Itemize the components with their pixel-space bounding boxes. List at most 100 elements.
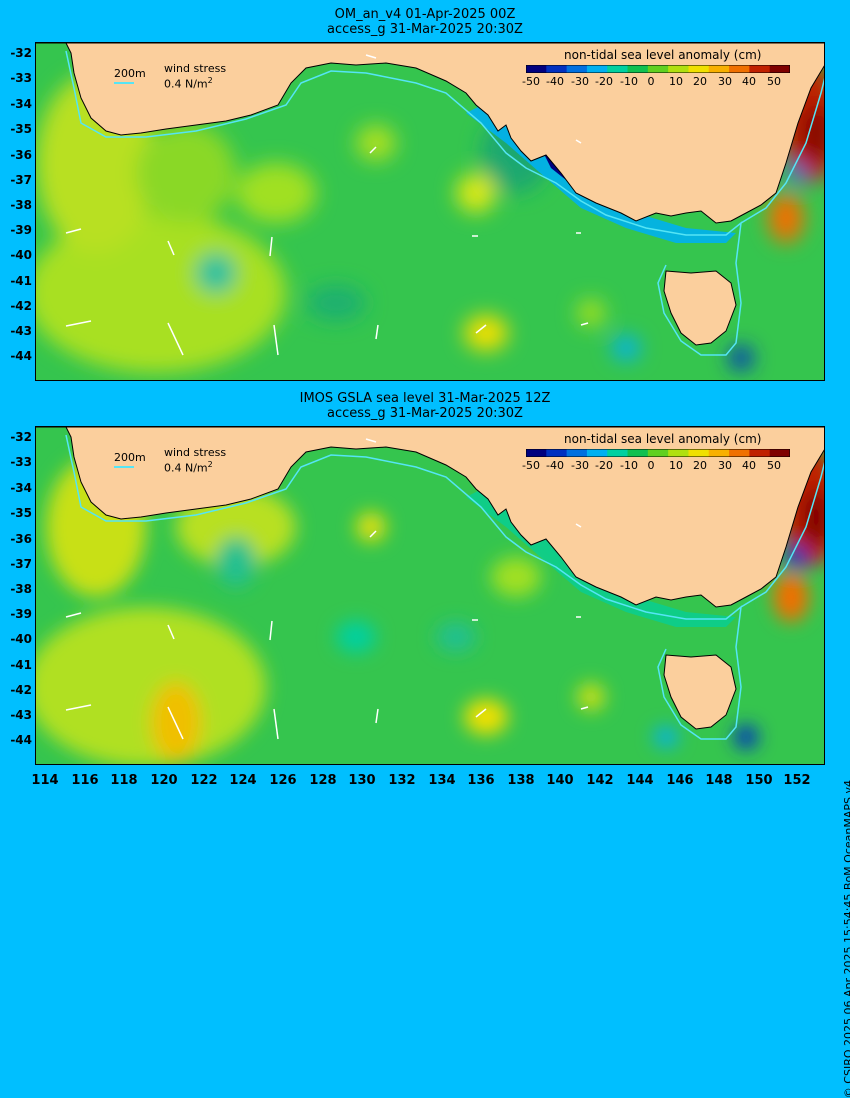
colorbar-1	[526, 65, 790, 73]
cbar-tick: -50	[522, 75, 540, 88]
cbar-tick: 0	[647, 459, 655, 472]
colorbar-cell	[708, 449, 730, 457]
lon-label: 116	[71, 773, 99, 788]
lon-label: 128	[309, 773, 337, 788]
lat-label: -35	[10, 122, 32, 136]
lat-label: -41	[10, 658, 32, 672]
cbar-tick: 10	[669, 75, 683, 88]
colorbar-cell	[526, 449, 547, 457]
colorbar-cell	[566, 65, 588, 73]
wind-label: wind stress	[164, 62, 227, 75]
lat-label: -34	[10, 97, 32, 111]
colorbar-cell	[688, 449, 710, 457]
cbar-tick: 50	[767, 75, 781, 88]
lon-label: 144	[626, 773, 654, 788]
lat-label: -40	[10, 248, 32, 262]
cbar-tick: 20	[693, 75, 707, 88]
wind-scale: 0.4 N/m	[164, 77, 208, 91]
colorbar-cell	[526, 65, 547, 73]
colorbar-cell	[586, 449, 608, 457]
lon-label: 126	[269, 773, 297, 788]
anomaly-field	[36, 447, 824, 764]
lat-label: -39	[10, 223, 32, 237]
cbar-tick: -10	[620, 459, 638, 472]
lat-label: -39	[10, 607, 32, 621]
australia-mainland	[36, 427, 824, 608]
panel-2-title-line1: IMOS GSLA sea level 31-Mar-2025 12Z	[299, 391, 551, 406]
lon-label: 122	[190, 773, 218, 788]
isobath-200m	[65, 434, 824, 740]
australia-mainland	[36, 43, 824, 224]
colorbar-cell	[647, 65, 669, 73]
cbar-tick: 40	[742, 459, 756, 472]
wind-scale: 0.4 N/m	[164, 461, 208, 475]
cbar-tick: -20	[595, 75, 613, 88]
lat-label: -33	[10, 71, 32, 85]
wind-arrows	[65, 438, 589, 740]
lat-label: -34	[10, 481, 32, 495]
cbar-tick: -20	[595, 459, 613, 472]
lon-label: 152	[783, 773, 811, 788]
colorbar-cell	[729, 65, 750, 73]
cbar-tick: -40	[546, 459, 564, 472]
lat-label: -40	[10, 632, 32, 646]
colorbar-cell	[769, 65, 790, 73]
wind-label: wind stress	[164, 446, 227, 459]
colorbar-cell	[586, 65, 608, 73]
lon-label: 142	[586, 773, 614, 788]
lon-label: 134	[428, 773, 456, 788]
cbar-tick: -40	[546, 75, 564, 88]
isobath-label: 200m	[114, 451, 146, 464]
isobath-legend-1: 200m	[114, 68, 146, 84]
panel-1-title-line1: OM_an_v4 01-Apr-2025 00Z	[334, 7, 516, 22]
colorbar-cell	[749, 65, 771, 73]
lon-label: 124	[229, 773, 257, 788]
colorbar-title-2: non-tidal sea level anomaly (cm)	[564, 432, 762, 446]
colorbar-cell	[708, 65, 730, 73]
colorbar-2	[526, 449, 790, 457]
sea-level-map-1	[36, 43, 824, 380]
lat-label: -35	[10, 506, 32, 520]
lon-label: 140	[546, 773, 574, 788]
cbar-tick: -10	[620, 75, 638, 88]
lat-label: -32	[10, 430, 32, 444]
cbar-tick: 10	[669, 459, 683, 472]
panel-2-title-line2: access_g 31-Mar-2025 20:30Z	[327, 406, 523, 421]
cbar-tick: -50	[522, 459, 540, 472]
lat-label: -44	[10, 349, 32, 363]
lon-label: 146	[666, 773, 694, 788]
lat-label: -43	[10, 324, 32, 338]
cbar-tick: 20	[693, 459, 707, 472]
colorbar-cell	[607, 449, 629, 457]
cbar-tick: 0	[647, 75, 655, 88]
lat-label: -42	[10, 299, 32, 313]
tasmania	[663, 270, 737, 346]
cbar-tick: 40	[742, 75, 756, 88]
lat-label: -37	[10, 173, 32, 187]
isobath-200m	[65, 50, 824, 356]
lon-label: 138	[507, 773, 535, 788]
lon-label: 130	[348, 773, 376, 788]
colorbar-cell	[546, 65, 568, 73]
lat-label: -37	[10, 557, 32, 571]
colorbar-cell	[627, 449, 649, 457]
colorbar-cell	[566, 449, 588, 457]
colorbar-cell	[688, 65, 710, 73]
lat-label: -41	[10, 274, 32, 288]
lat-label: -38	[10, 198, 32, 212]
wind-legend-1: wind stress 0.4 N/m2	[164, 63, 226, 91]
lon-label: 114	[31, 773, 59, 788]
colorbar-title-1: non-tidal sea level anomaly (cm)	[564, 48, 762, 62]
colorbar-cell	[668, 65, 689, 73]
lat-label: -36	[10, 148, 32, 162]
isobath-label: 200m	[114, 67, 146, 80]
lat-label: -33	[10, 455, 32, 469]
colorbar-ticks-1: -50 -40 -30 -20 -10 0 10 20 30 40 50	[522, 75, 790, 89]
wind-scale-exp: 2	[207, 76, 213, 85]
cbar-tick: 30	[718, 459, 732, 472]
colorbar-cell	[546, 449, 568, 457]
cbar-tick: 30	[718, 75, 732, 88]
map-panel-2: non-tidal sea level anomaly (cm) -50 -40…	[35, 426, 825, 765]
panel-1-title: OM_an_v4 01-Apr-2025 00Z access_g 31-Mar…	[0, 7, 850, 37]
colorbar-ticks-2: -50 -40 -30 -20 -10 0 10 20 30 40 50	[522, 459, 790, 473]
